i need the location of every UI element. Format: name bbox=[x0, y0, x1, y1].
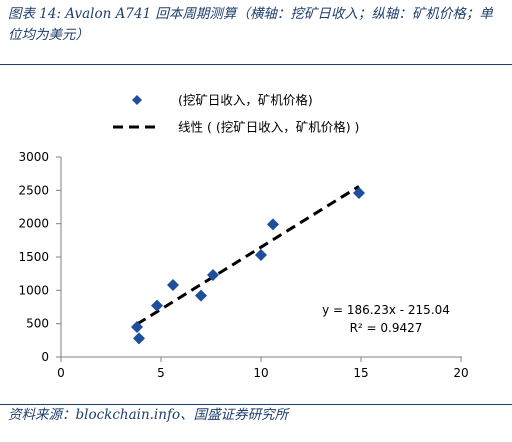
data-point bbox=[167, 279, 179, 291]
source-rule bbox=[0, 404, 512, 405]
data-point bbox=[353, 187, 365, 199]
data-point bbox=[195, 289, 207, 302]
legend: (挖矿日收入，矿机价格) 线性 ( (挖矿日收入，矿机价格) ) bbox=[113, 93, 359, 135]
source-note: 资料来源：blockchain.info、国盛证券研究所 bbox=[8, 407, 289, 423]
data-point bbox=[151, 299, 163, 312]
figure-title: 图表 14: Avalon A741 回本周期测算（横轴：挖矿日收入；纵轴：矿机… bbox=[8, 6, 493, 43]
x-tick-label: 10 bbox=[253, 366, 268, 380]
y-tick-label: 2500 bbox=[18, 183, 49, 197]
legend-label-trendline: 线性 ( (挖矿日收入，矿机价格) ) bbox=[178, 120, 359, 135]
data-point bbox=[267, 218, 279, 231]
data-point bbox=[207, 269, 219, 281]
y-tick-label: 0 bbox=[41, 350, 49, 364]
y-tick-label: 1500 bbox=[18, 250, 49, 264]
data-points bbox=[131, 187, 365, 345]
axes: 0 5 10 15 20 0 500 1000 1500 2000 2500 3000 bbox=[18, 150, 468, 380]
x-tick-label: 5 bbox=[157, 366, 165, 380]
scatter-chart: (挖矿日收入，矿机价格) 线性 ( (挖矿日收入，矿机价格) ) 0 5 10 15 2… bbox=[18, 93, 468, 381]
x-tick-label: 20 bbox=[453, 366, 468, 380]
data-point bbox=[255, 249, 267, 261]
trendline bbox=[136, 185, 360, 326]
data-point bbox=[131, 321, 143, 333]
y-tick-label: 1000 bbox=[18, 283, 49, 297]
y-tick-label: 500 bbox=[26, 317, 49, 331]
legend-entry-trendline: 线性 ( (挖矿日收入，矿机价格) ) bbox=[113, 120, 359, 135]
title-rule bbox=[0, 64, 512, 65]
x-tick-label: 15 bbox=[353, 366, 368, 380]
x-tick-label: 0 bbox=[57, 366, 65, 380]
regression-annotation: y = 186.23x - 215.04 R² = 0.9427 bbox=[322, 303, 450, 335]
legend-entry-scatter: (挖矿日收入，矿机价格) bbox=[132, 93, 313, 108]
legend-marker-diamond bbox=[132, 95, 142, 105]
legend-label-scatter: (挖矿日收入，矿机价格) bbox=[178, 93, 313, 108]
y-tick-label: 2000 bbox=[18, 217, 49, 231]
y-tick-label: 3000 bbox=[18, 150, 49, 164]
regression-equation: y = 186.23x - 215.04 bbox=[322, 303, 450, 317]
regression-r2: R² = 0.9427 bbox=[350, 321, 423, 335]
data-point bbox=[133, 332, 145, 345]
